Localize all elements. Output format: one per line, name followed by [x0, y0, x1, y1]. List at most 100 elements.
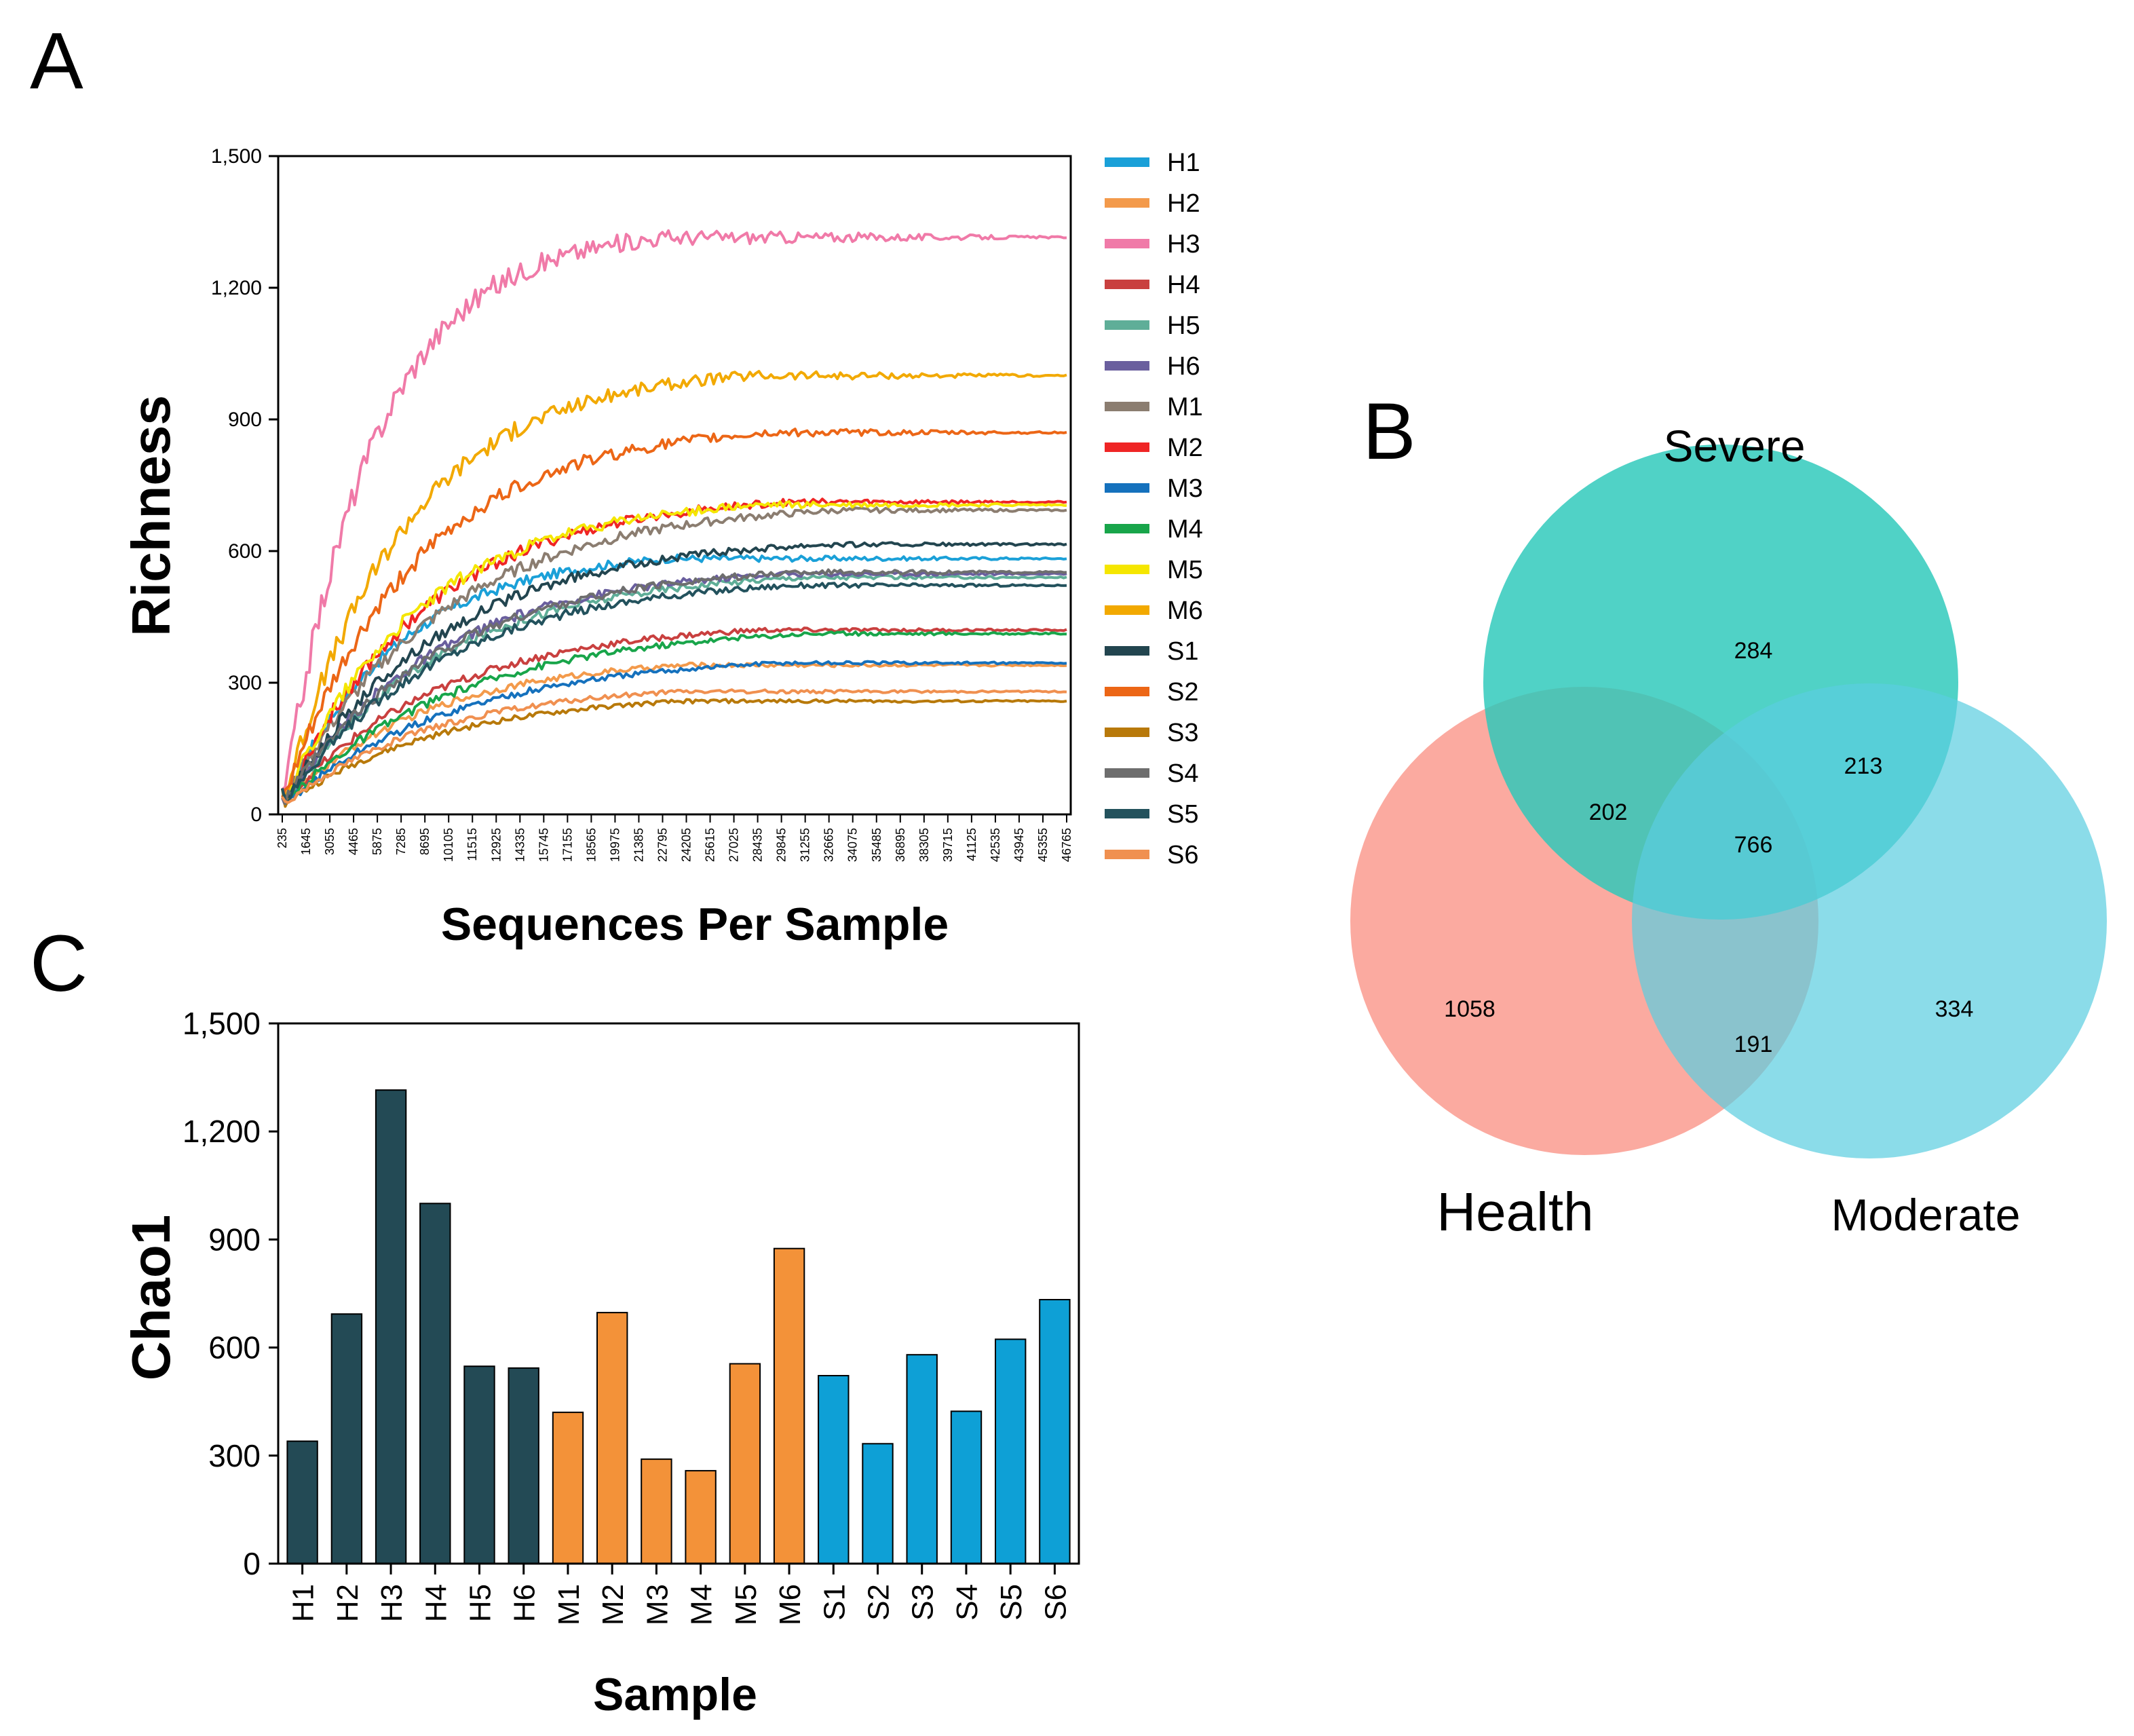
chao1-x-tick-label: H3: [375, 1584, 408, 1622]
chao1-x-label: Sample: [593, 1669, 757, 1720]
rarefaction-x-tick-label: 15745: [537, 828, 550, 862]
legend-swatch-m4: [1105, 524, 1149, 533]
rarefaction-line-s3: [281, 698, 1067, 808]
rarefaction-x-tick-label: 28435: [751, 828, 765, 862]
chao1-bar-s6: [1039, 1299, 1071, 1564]
rarefaction-x-tick-label: 22795: [655, 828, 669, 862]
legend-swatch-m2: [1105, 442, 1149, 452]
chao1-bar-m3: [641, 1458, 672, 1565]
rarefaction-line-s2: [281, 428, 1067, 798]
rarefaction-x-tick-label: 7285: [394, 828, 408, 855]
rarefaction-line-s5: [281, 581, 1067, 804]
legend-label-m4: M4: [1167, 515, 1203, 544]
chao1-x-tick-label: S2: [862, 1584, 896, 1621]
chao1-bar-m6: [773, 1247, 805, 1564]
rarefaction-y-ticks: 0 300 600 900 1,200 1,500: [211, 145, 278, 826]
legend-swatch-m1: [1105, 402, 1149, 411]
venn-count-health-moderate: 191: [1734, 1032, 1773, 1057]
venn-count-severe-only: 284: [1734, 638, 1773, 664]
chao1-x-ticks: H1 H2 H3 H4 H5 H6 M1 M2 M3 M4 M5 M6 S1 S2 S3 S4 S5 S6: [287, 1564, 1072, 1625]
rarefaction-x-tick-label: 43945: [1012, 828, 1026, 862]
rarefaction-x-tick-label: 29845: [775, 828, 788, 862]
legend-label-s5: S5: [1167, 800, 1198, 829]
rarefaction-legend: H1 H2 H3 H4 H5 H6 M1 M2 M3 M4 M5 M6 S1 S2 S3 S4 S5 S6: [1105, 149, 1203, 869]
legend-label-m3: M3: [1167, 474, 1203, 503]
legend-swatch-s6: [1105, 850, 1149, 859]
rarefaction-x-tick-label: 32665: [822, 828, 836, 862]
chao1-bar-s4: [950, 1410, 983, 1564]
rarefaction-series-group: [281, 229, 1067, 808]
venn-count-health-only: 1058: [1444, 996, 1495, 1022]
legend-swatch-m6: [1105, 605, 1149, 615]
legend-label-s3: S3: [1167, 719, 1198, 747]
rarefaction-line-m3: [281, 660, 1067, 802]
rarefaction-x-tick-label: 41125: [965, 828, 978, 861]
chao1-bar-m2: [596, 1312, 628, 1564]
legend-swatch-m5: [1105, 565, 1149, 574]
venn-count-severe-health: 202: [1589, 799, 1628, 825]
chao1-bar-s3: [906, 1354, 938, 1564]
chao1-x-tick-label: M1: [552, 1584, 586, 1625]
venn-count-severe-moderate: 213: [1844, 753, 1883, 779]
chao1-bar-m4: [685, 1470, 717, 1565]
rarefaction-x-tick-label: 34075: [846, 828, 860, 862]
chao1-bar-h5: [463, 1365, 495, 1564]
legend-label-s1: S1: [1167, 637, 1198, 666]
venn-label-moderate: Moderate: [1831, 1190, 2021, 1240]
venn-count-moderate-only: 334: [1935, 996, 1974, 1022]
rarefaction-x-tick-label: 10105: [442, 828, 455, 862]
legend-swatch-h6: [1105, 361, 1149, 371]
legend-swatch-s1: [1105, 646, 1149, 656]
rarefaction-y-tick-label: 300: [228, 672, 262, 694]
chao1-bar-m5: [729, 1363, 761, 1564]
chao1-bar-h4: [419, 1203, 451, 1565]
legend-label-s6: S6: [1167, 841, 1198, 869]
rarefaction-x-tick-label: 25615: [704, 828, 717, 862]
legend-swatch-s2: [1105, 687, 1149, 696]
rarefaction-line-s1: [281, 541, 1067, 800]
legend-label-m6: M6: [1167, 597, 1203, 625]
chao1-bar-chart: 0 300 600 900 1,200 1,500 H1 H2 H3 H4 H5 H6 M1 M2 M3 M…: [121, 1006, 1080, 1720]
rarefaction-line-h4: [281, 626, 1067, 801]
chao1-bar-h1: [286, 1440, 318, 1565]
rarefaction-x-tick-label: 19975: [608, 828, 622, 862]
rarefaction-x-tick-label: 12925: [489, 828, 503, 862]
legend-swatch-s3: [1105, 728, 1149, 737]
rarefaction-line-h2: [281, 661, 1067, 806]
rarefaction-line-m5: [281, 500, 1067, 806]
chao1-bar-h6: [508, 1367, 539, 1565]
chao1-bar-m1: [552, 1412, 584, 1565]
chao1-x-tick-label: M6: [774, 1584, 807, 1625]
legend-swatch-s4: [1105, 768, 1149, 778]
rarefaction-x-tick-label: 17155: [560, 828, 574, 862]
legend-label-h3: H3: [1167, 230, 1200, 259]
chao1-bar-s1: [818, 1375, 850, 1564]
rarefaction-line-m1: [281, 506, 1067, 804]
rarefaction-x-tick-label: 31255: [799, 828, 812, 862]
chao1-x-tick-label: H4: [419, 1584, 453, 1622]
venn-label-severe: Severe: [1663, 421, 1805, 471]
legend-label-s2: S2: [1167, 678, 1198, 706]
chao1-x-tick-label: H6: [508, 1584, 541, 1622]
legend-label-h6: H6: [1167, 352, 1200, 381]
rarefaction-x-tick-label: 35485: [870, 828, 883, 862]
chao1-y-tick-label: 600: [208, 1330, 261, 1365]
legend-swatch-m3: [1105, 483, 1149, 493]
rarefaction-y-tick-label: 1,500: [211, 145, 262, 168]
chao1-x-tick-label: H5: [464, 1584, 497, 1622]
rarefaction-y-tick-label: 1,200: [211, 277, 262, 299]
rarefaction-x-tick-label: 46765: [1060, 828, 1073, 862]
rarefaction-x-tick-label: 39715: [941, 828, 955, 862]
rarefaction-x-tick-label: 11515: [465, 828, 479, 861]
rarefaction-line-h6: [281, 570, 1067, 808]
venn-circle-moderate: [1632, 683, 2107, 1158]
rarefaction-x-ticks: 235 1645 3055 4465 5875 7285 8695 10105 11515 129…: [275, 814, 1073, 862]
rarefaction-line-h5: [281, 573, 1067, 804]
chao1-y-tick-label: 1,200: [183, 1114, 261, 1149]
rarefaction-x-tick-label: 1645: [299, 828, 313, 855]
chao1-y-tick-label: 900: [208, 1222, 261, 1257]
chao1-x-tick-label: H2: [331, 1584, 364, 1622]
rarefaction-x-tick-label: 27025: [727, 828, 741, 862]
legend-swatch-h2: [1105, 198, 1149, 208]
